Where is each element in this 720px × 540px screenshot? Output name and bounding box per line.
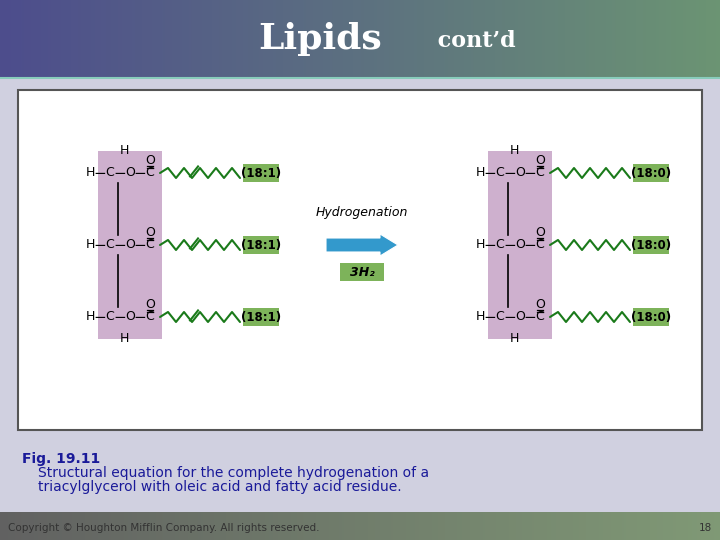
Text: −: − <box>134 238 146 253</box>
Text: (18:1): (18:1) <box>241 166 281 179</box>
Text: −: − <box>134 165 146 180</box>
FancyBboxPatch shape <box>633 164 669 182</box>
Text: H: H <box>509 333 518 346</box>
Text: (18:1): (18:1) <box>241 239 281 252</box>
Text: −: − <box>484 165 496 180</box>
Text: O: O <box>145 299 155 312</box>
Text: C: C <box>145 310 154 323</box>
Text: H: H <box>475 166 485 179</box>
Text: C: C <box>495 310 505 323</box>
Text: −: − <box>114 238 127 253</box>
Text: C: C <box>536 239 544 252</box>
Text: C: C <box>495 239 505 252</box>
Text: −: − <box>503 238 516 253</box>
Text: O: O <box>515 310 525 323</box>
FancyArrow shape <box>326 234 398 256</box>
Text: O: O <box>535 226 545 240</box>
Text: Structural equation for the complete hydrogenation of a: Structural equation for the complete hyd… <box>38 466 429 480</box>
Text: (18:1): (18:1) <box>241 310 281 323</box>
Text: 3H₂: 3H₂ <box>350 266 374 279</box>
Text: −: − <box>503 309 516 325</box>
FancyBboxPatch shape <box>340 263 384 281</box>
Text: −: − <box>523 165 536 180</box>
Text: −: − <box>523 238 536 253</box>
Text: O: O <box>145 226 155 240</box>
Text: C: C <box>145 239 154 252</box>
FancyBboxPatch shape <box>243 164 279 182</box>
Text: H: H <box>120 145 129 158</box>
Text: Copyright © Houghton Mifflin Company. All rights reserved.: Copyright © Houghton Mifflin Company. Al… <box>8 523 320 533</box>
Text: −: − <box>94 238 107 253</box>
Text: −: − <box>503 165 516 180</box>
Text: H: H <box>85 310 95 323</box>
FancyBboxPatch shape <box>243 308 279 326</box>
Text: O: O <box>515 239 525 252</box>
Text: O: O <box>125 239 135 252</box>
Text: cont’d: cont’d <box>430 30 516 52</box>
Text: O: O <box>535 154 545 167</box>
Text: H: H <box>85 166 95 179</box>
Text: H: H <box>120 333 129 346</box>
Text: C: C <box>536 310 544 323</box>
FancyBboxPatch shape <box>633 308 669 326</box>
Text: (18:0): (18:0) <box>631 239 671 252</box>
Text: Fig. 19.11: Fig. 19.11 <box>22 452 100 466</box>
Text: C: C <box>106 310 114 323</box>
Text: −: − <box>523 309 536 325</box>
Text: −: − <box>484 309 496 325</box>
Text: C: C <box>495 166 505 179</box>
Text: O: O <box>145 154 155 167</box>
Bar <box>18 90 702 430</box>
Text: −: − <box>114 309 127 325</box>
Text: C: C <box>106 166 114 179</box>
Text: −: − <box>114 165 127 180</box>
Bar <box>98 151 162 339</box>
Text: O: O <box>125 166 135 179</box>
Text: Hydrogenation: Hydrogenation <box>316 206 408 219</box>
Text: O: O <box>515 166 525 179</box>
Text: O: O <box>125 310 135 323</box>
Text: Lipids: Lipids <box>258 22 382 56</box>
FancyBboxPatch shape <box>243 236 279 254</box>
Text: (18:0): (18:0) <box>631 310 671 323</box>
Text: −: − <box>94 309 107 325</box>
Text: C: C <box>536 166 544 179</box>
Bar <box>488 151 552 339</box>
Text: 18: 18 <box>698 523 712 533</box>
Text: O: O <box>535 299 545 312</box>
Text: H: H <box>475 310 485 323</box>
Text: (18:0): (18:0) <box>631 166 671 179</box>
Text: H: H <box>85 239 95 252</box>
Text: −: − <box>134 309 146 325</box>
Text: −: − <box>94 165 107 180</box>
Text: C: C <box>145 166 154 179</box>
Text: −: − <box>484 238 496 253</box>
Text: H: H <box>509 145 518 158</box>
FancyBboxPatch shape <box>633 236 669 254</box>
Text: triacylglycerol with oleic acid and fatty acid residue.: triacylglycerol with oleic acid and fatt… <box>38 480 402 494</box>
Text: C: C <box>106 239 114 252</box>
Text: H: H <box>475 239 485 252</box>
